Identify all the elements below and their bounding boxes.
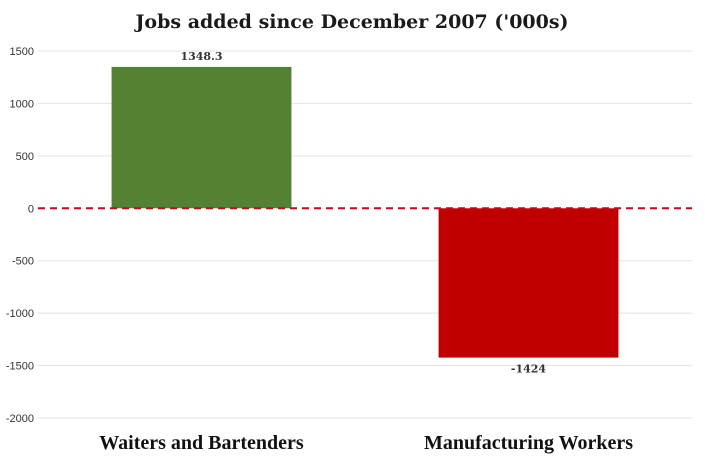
- y-tick-label: -1500: [6, 361, 34, 373]
- y-tick-label: -1000: [6, 308, 34, 320]
- category-label: Manufacturing Workers: [424, 432, 633, 454]
- y-axis-ticks: 1500 1000 500 0 -500 -1000 -1500 -2000: [6, 46, 34, 425]
- y-tick-label: -500: [12, 256, 34, 268]
- y-tick-label: 0: [28, 203, 34, 215]
- x-axis-categories: Waiters and Bartenders Manufacturing Work…: [99, 432, 633, 454]
- y-tick-label: 1500: [10, 46, 34, 58]
- chart-title: Jobs added since December 2007 ('000s): [133, 11, 568, 33]
- bars: [111, 66, 619, 358]
- data-label: 1348.3: [180, 50, 222, 63]
- y-tick-label: 500: [16, 151, 34, 163]
- category-label: Waiters and Bartenders: [99, 432, 304, 454]
- y-tick-label: -2000: [6, 413, 34, 425]
- data-label: -1424: [511, 363, 547, 376]
- bar: [111, 66, 292, 209]
- y-tick-label: 1000: [10, 98, 34, 110]
- data-labels: 1348.3 -1424: [180, 50, 546, 376]
- bar: [438, 208, 619, 358]
